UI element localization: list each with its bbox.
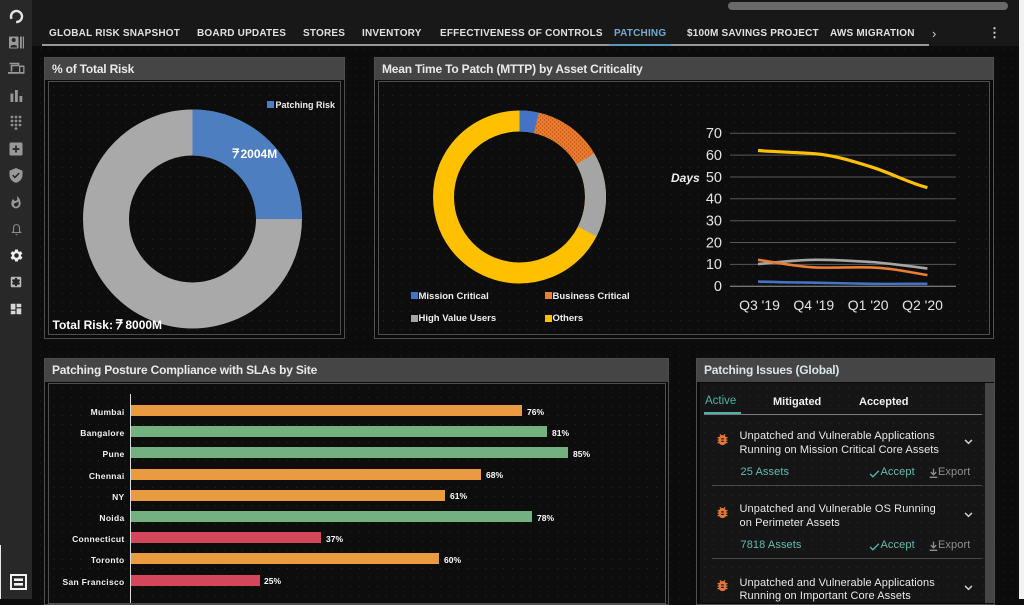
svg-text:0: 0 — [713, 279, 721, 295]
svg-text:30: 30 — [705, 213, 721, 229]
svg-text:50: 50 — [705, 169, 721, 185]
svg-text:70: 70 — [705, 126, 721, 142]
svg-text:40: 40 — [705, 191, 721, 207]
svg-text:Q1 '20: Q1 '20 — [847, 297, 888, 313]
svg-text:Days: Days — [671, 171, 700, 185]
svg-text:Q2 '20: Q2 '20 — [902, 297, 943, 313]
svg-text:10: 10 — [705, 257, 721, 273]
svg-text:Q4 '19: Q4 '19 — [793, 297, 834, 313]
svg-text:20: 20 — [705, 235, 721, 251]
svg-text:60: 60 — [705, 147, 721, 163]
svg-text:Q3 '19: Q3 '19 — [739, 297, 780, 313]
